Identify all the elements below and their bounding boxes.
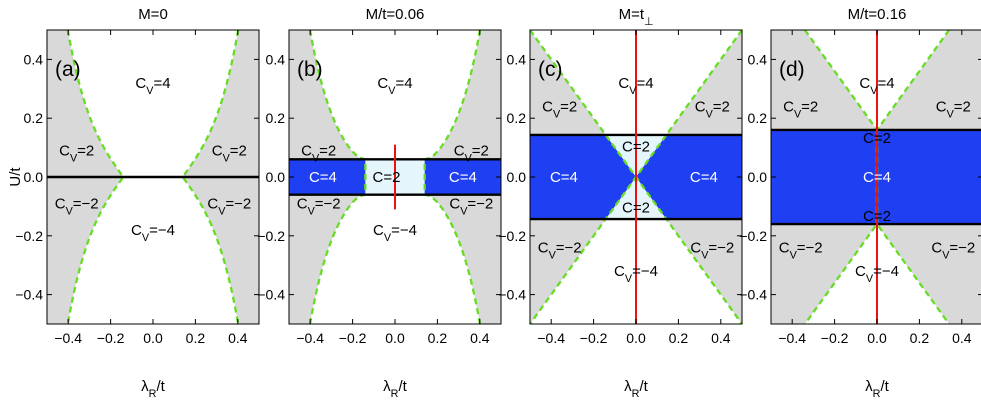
x-tick-label: −0.4 xyxy=(296,330,324,346)
region-label: CV=4 xyxy=(135,75,170,97)
y-tick-label: −0.4 xyxy=(257,287,285,303)
x-tick-label: −0.4 xyxy=(778,330,806,346)
region-label: CV=2 xyxy=(454,143,489,165)
region-label: CV=−2 xyxy=(690,240,734,262)
panel-label: (a) xyxy=(55,58,81,81)
y-tick-label: −0.4 xyxy=(15,287,43,303)
region-label: C=4 xyxy=(449,169,477,186)
phase-boundary xyxy=(308,29,367,325)
x-tick-label: −0.2 xyxy=(97,330,125,346)
panel-label: (d) xyxy=(779,58,805,81)
panel-title: M=0 xyxy=(138,6,168,23)
region-label: CV=2 xyxy=(301,143,336,165)
panel-title: M/t=0.06 xyxy=(366,6,425,23)
region-label: C=2 xyxy=(622,199,650,216)
region-label: C=2 xyxy=(373,169,401,186)
y-tick-label: 0.0 xyxy=(748,169,768,185)
panel-3: CV=4 CV=2 CV=2 C=2 C=4 C=4 C=2 CV=−2 CV=−2 CV=−4 −… xyxy=(498,6,743,400)
region-label: CV=2 xyxy=(59,143,94,165)
x-axis-label: λR/t xyxy=(383,378,407,400)
region-label: CV=2 xyxy=(936,98,971,120)
y-tick-label: 0.4 xyxy=(748,51,768,67)
region-label: C=4 xyxy=(863,169,891,186)
panel-4: CV=4 CV=2 CV=2 C=2 C=4 C=2 CV=−2 CV=−2 CV=−4 −0.4… xyxy=(739,6,981,400)
x-axis-label: λR/t xyxy=(624,378,648,400)
region-label: CV=2 xyxy=(212,143,247,165)
y-tick-label: 0.4 xyxy=(507,51,527,67)
y-tick-label: −0.2 xyxy=(15,228,43,244)
y-axis-label: U/t xyxy=(7,167,24,187)
region-label: CV=2 xyxy=(783,98,818,120)
region-label: CV=2 xyxy=(542,98,577,120)
x-tick-label: 0.2 xyxy=(428,330,448,346)
region-label: CV=−2 xyxy=(55,195,99,217)
region-label: CV=−2 xyxy=(207,195,251,217)
x-tick-label: 0.2 xyxy=(669,330,689,346)
x-tick-label: 0.0 xyxy=(385,330,405,346)
x-tick-label: −0.2 xyxy=(339,330,367,346)
x-tick-label: 0.2 xyxy=(186,330,206,346)
x-tick-label: 0.0 xyxy=(143,330,163,346)
y-tick-label: 0.4 xyxy=(266,51,286,67)
region-label: CV=−2 xyxy=(297,195,341,217)
y-tick-label: −0.2 xyxy=(739,228,767,244)
x-axis-label: λR/t xyxy=(141,378,165,400)
region-label: C=2 xyxy=(863,208,891,225)
region-label: CV=−2 xyxy=(538,240,582,262)
y-tick-label: −0.4 xyxy=(498,287,526,303)
y-tick-label: −0.4 xyxy=(739,287,767,303)
panel-label: (c) xyxy=(538,58,563,81)
y-tick-label: 0.4 xyxy=(24,51,44,67)
region-label: CV=2 xyxy=(695,98,730,120)
y-tick-label: 0.0 xyxy=(507,169,527,185)
x-tick-label: 0.0 xyxy=(626,330,646,346)
region-label: CV=4 xyxy=(859,75,894,97)
region-label: CV=−4 xyxy=(373,222,417,244)
panel-title: M=t⊥ xyxy=(619,6,654,28)
region-label: C=2 xyxy=(622,139,650,156)
panel-1: CV=4 CV=2 CV=2 CV=−2 CV=−2 CV=−4 −0.4 −0.2 0.0 0.… xyxy=(15,6,260,400)
region-label: C=2 xyxy=(863,130,891,147)
y-tick-label: 0.2 xyxy=(507,110,527,126)
region-label: CV=−2 xyxy=(779,240,823,262)
panel-title: M/t=0.16 xyxy=(848,6,907,23)
x-tick-label: −0.4 xyxy=(537,330,565,346)
phase-boundary xyxy=(66,29,125,325)
region-label: CV=−4 xyxy=(855,263,899,285)
y-tick-label: −0.2 xyxy=(257,228,285,244)
x-tick-label: −0.2 xyxy=(580,330,608,346)
x-axis-label: λR/t xyxy=(865,378,889,400)
region-label: CV=−2 xyxy=(449,195,493,217)
panel-2: CV=4 CV=2 CV=2 C=4 C=2 C=4 CV=−2 CV=−2 CV=−4 −0.4… xyxy=(257,6,502,400)
y-tick-label: 0.2 xyxy=(748,110,768,126)
x-tick-label: 0.4 xyxy=(711,330,731,346)
y-tick-label: 0.2 xyxy=(266,110,286,126)
panel-label: (b) xyxy=(297,58,323,81)
y-tick-label: −0.2 xyxy=(498,228,526,244)
phase-boundary xyxy=(181,29,240,325)
region-label: C=4 xyxy=(550,169,578,186)
region-label: CV=4 xyxy=(377,75,412,97)
x-tick-label: 0.0 xyxy=(867,330,887,346)
x-tick-label: 0.4 xyxy=(228,330,248,346)
x-tick-label: −0.4 xyxy=(54,330,82,346)
phase-boundary xyxy=(423,29,482,325)
x-tick-label: 0.4 xyxy=(470,330,490,346)
region-label: CV=4 xyxy=(618,75,653,97)
y-tick-label: 0.0 xyxy=(24,169,44,185)
y-tick-label: 0.0 xyxy=(266,169,286,185)
region-label: CV=−4 xyxy=(131,222,175,244)
x-tick-label: −0.2 xyxy=(821,330,849,346)
region-label: C=4 xyxy=(309,169,337,186)
x-tick-label: 0.2 xyxy=(910,330,930,346)
x-tick-label: 0.4 xyxy=(952,330,972,346)
region-label: C=4 xyxy=(690,169,718,186)
y-tick-label: 0.2 xyxy=(24,110,44,126)
region-label: CV=−2 xyxy=(931,240,975,262)
region-label: CV=−4 xyxy=(614,263,658,285)
